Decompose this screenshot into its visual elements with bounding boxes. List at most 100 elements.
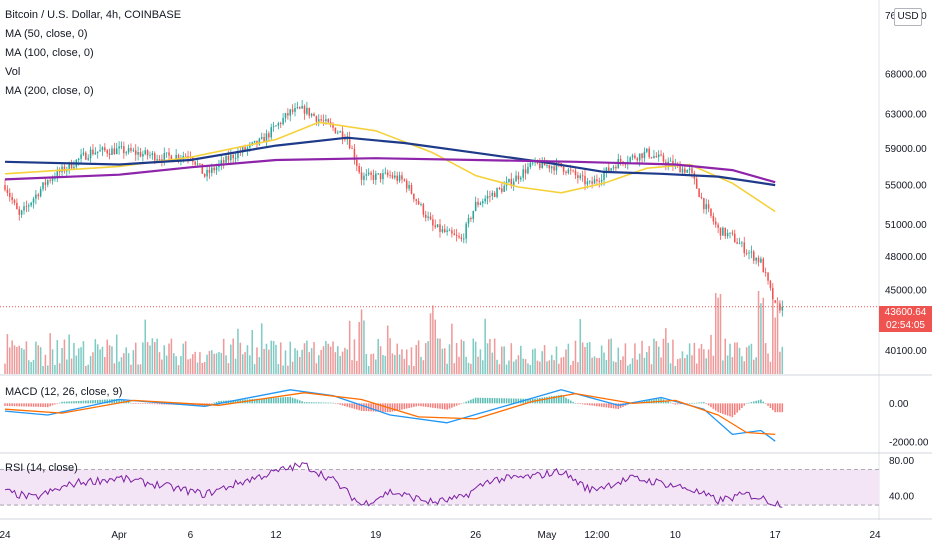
macd-histogram-bar (339, 403, 341, 405)
macd-histogram-bar (158, 403, 161, 405)
macd-histogram-bar (13, 403, 16, 407)
candle-body (23, 206, 25, 211)
macd-histogram-bar (306, 402, 308, 404)
candle-body (265, 133, 268, 143)
candle-body (294, 107, 296, 112)
macd-histogram-bar (517, 398, 520, 404)
candle-body (398, 175, 401, 181)
volume-bar (593, 356, 596, 374)
volume-bar (665, 328, 667, 374)
macd-histogram-bar (282, 397, 284, 404)
macd-histogram-bar (237, 399, 239, 404)
legend-ma100[interactable]: MA (100, close, 0) (5, 47, 94, 59)
candle-body (510, 178, 513, 186)
volume-bar (287, 365, 289, 374)
volume-bar (539, 361, 541, 374)
macd-histogram-bar (408, 403, 410, 408)
candle-body (303, 105, 306, 114)
candle-body (531, 162, 534, 164)
candle-body (605, 167, 608, 173)
volume-bar (49, 333, 51, 374)
candle-body (477, 201, 479, 205)
macd-histogram-bar (356, 403, 358, 410)
candle-body (415, 199, 418, 201)
chart-legend: Bitcoin / U.S. Dollar, 4h, COINBASE MA (… (5, 6, 181, 101)
volume-bar (548, 360, 551, 374)
candle-body (641, 153, 643, 159)
macd-histogram-bar (101, 399, 104, 404)
macd-histogram-bar (410, 403, 413, 408)
candle-body (170, 155, 173, 161)
volume-bar (182, 343, 185, 374)
volume-bar (61, 348, 63, 374)
macd-histogram-bar (104, 399, 106, 404)
legend-symbol[interactable]: Bitcoin / U.S. Dollar, 4h, COINBASE (5, 9, 182, 21)
macd-histogram-bar (396, 403, 398, 411)
volume-bar (356, 360, 358, 374)
volume-bar (415, 344, 418, 374)
volume-bar (225, 355, 227, 374)
volume-bar (215, 353, 218, 374)
volume-bar (772, 299, 774, 374)
volume-bar (622, 356, 624, 374)
macd-histogram-bar (218, 401, 220, 404)
volume-bar (18, 345, 21, 374)
rsi-pane-title[interactable]: RSI (14, close) (5, 462, 78, 474)
candle-body (493, 192, 496, 198)
macd-histogram-bar (132, 403, 135, 404)
volume-bar (584, 346, 586, 374)
candle-body (322, 120, 325, 122)
candle-body (662, 155, 665, 162)
legend-vol[interactable]: Vol (5, 66, 21, 78)
volume-bar (396, 343, 398, 374)
macd-histogram-bar (420, 403, 422, 407)
volume-bar (669, 363, 672, 374)
candle-body (120, 146, 123, 148)
volume-bar (562, 356, 565, 374)
legend-ma200[interactable]: MA (200, close, 0) (5, 85, 94, 97)
macd-histogram-bar (287, 396, 289, 404)
candle-body (44, 182, 47, 185)
volume-bar (752, 359, 755, 374)
currency-button[interactable]: USD (894, 8, 922, 26)
macd-histogram-bar (256, 398, 258, 404)
macd-histogram-bar (263, 398, 265, 404)
macd-histogram-bar (377, 403, 379, 412)
macd-histogram-bar (325, 402, 327, 404)
candle-body (405, 180, 408, 189)
candle-body (47, 180, 49, 185)
candle-body (436, 224, 439, 228)
candle-body (391, 175, 394, 178)
candle-body (118, 146, 120, 149)
macd-histogram-bar (151, 403, 154, 405)
macd-histogram-bar (358, 403, 360, 411)
ma-line-200 (4, 157, 776, 184)
candle-body (334, 127, 337, 134)
candle-body (325, 119, 327, 121)
macd-histogram-bar (379, 403, 382, 412)
volume-bar (177, 365, 180, 374)
candle-body (49, 180, 51, 182)
volume-bar (474, 341, 477, 374)
legend-ma50[interactable]: MA (50, close, 0) (5, 28, 88, 40)
macd-pane-title[interactable]: MACD (12, 26, close, 9) (5, 386, 123, 398)
volume-bar (762, 297, 765, 374)
candle-body (569, 169, 572, 171)
candle-body (220, 160, 223, 164)
macd-histogram-bar (139, 403, 142, 404)
macd-histogram-bar (477, 397, 479, 404)
macd-histogram-bar (736, 403, 738, 413)
candle-body (8, 192, 11, 197)
volume-bar (137, 364, 139, 374)
volume-bar (322, 346, 325, 374)
volume-bar (298, 356, 301, 374)
macd-histogram-bar (130, 402, 132, 404)
volume-bar (172, 353, 175, 374)
candle-body (358, 165, 360, 173)
price-axis-tick: 40100.00 (885, 346, 927, 357)
macd-histogram-bar (32, 403, 35, 407)
candle-body (558, 162, 560, 164)
macd-histogram-bar (505, 398, 508, 404)
volume-bar (296, 350, 299, 374)
